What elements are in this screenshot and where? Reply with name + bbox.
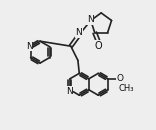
- Text: O: O: [116, 74, 123, 83]
- Text: N: N: [75, 28, 82, 37]
- Text: CH₃: CH₃: [118, 84, 134, 93]
- Text: N: N: [87, 15, 93, 24]
- Text: N: N: [26, 41, 33, 51]
- Text: O: O: [95, 41, 102, 51]
- Text: N: N: [66, 87, 73, 96]
